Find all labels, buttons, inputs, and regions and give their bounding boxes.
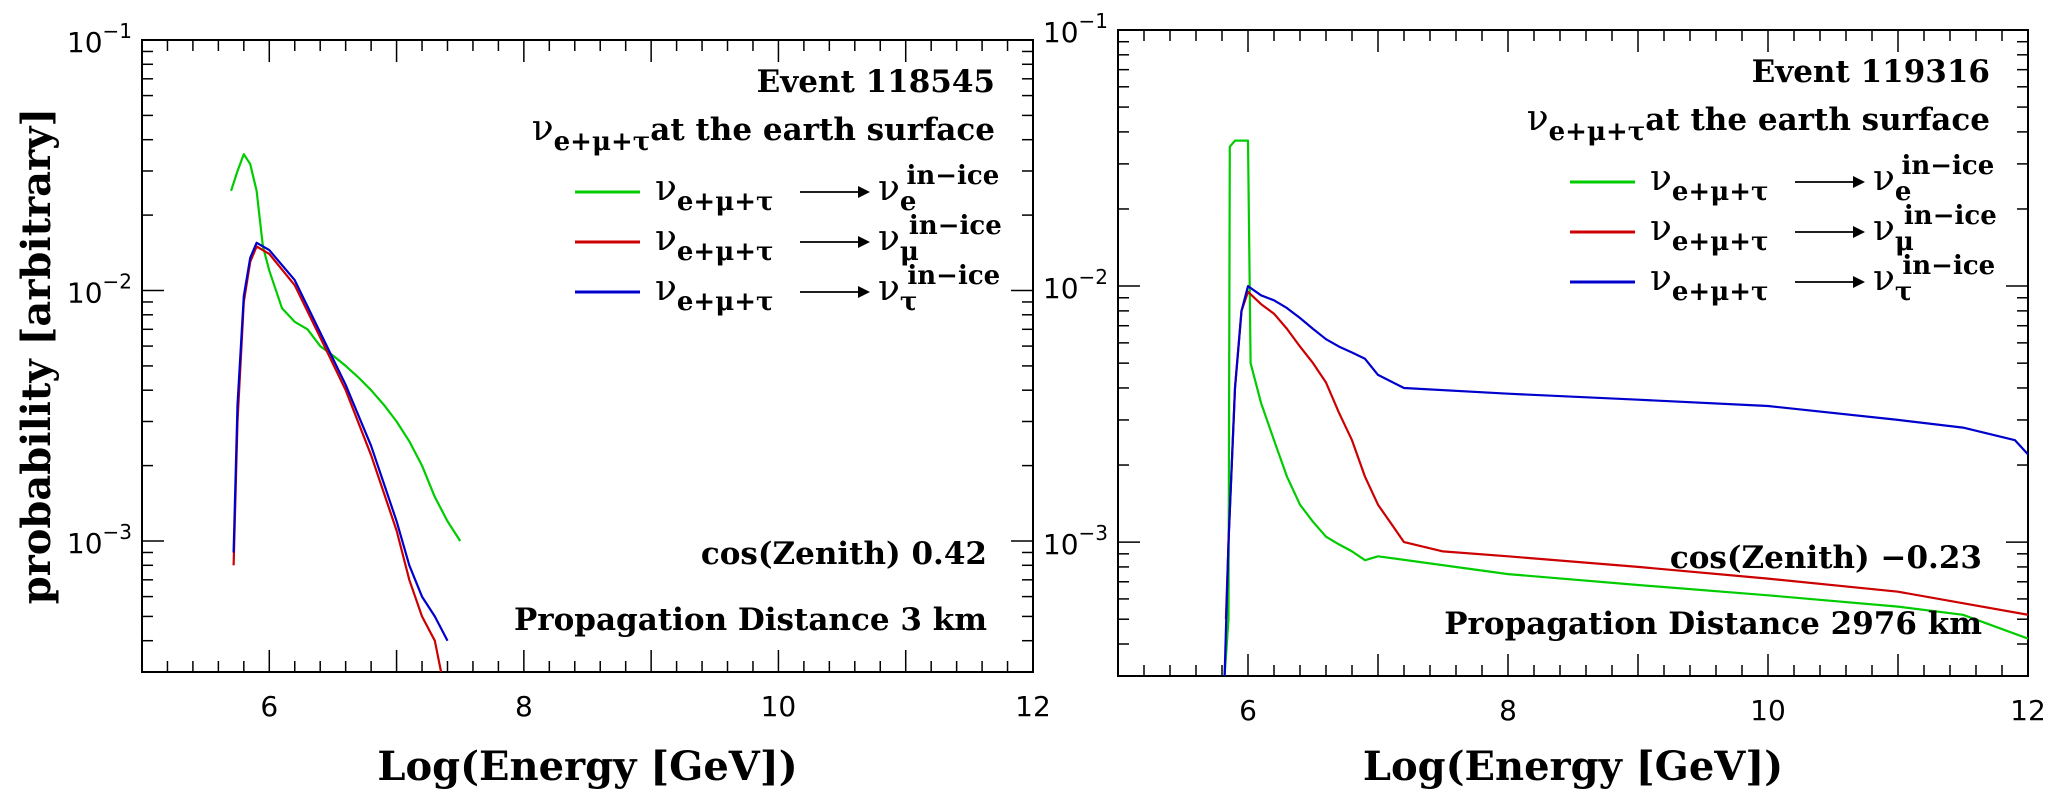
x-tick-label: 8	[1499, 694, 1517, 727]
right-chart-panel: 6 8 10 12 10−1 10−2 10−3 Log(Energy [GeV]) Event…	[1043, 9, 2046, 790]
x-axis-label: Log(Energy [GeV])	[377, 743, 797, 790]
x-tick-label: 8	[515, 690, 533, 723]
distance-label: Propagation Distance 3 km	[514, 602, 987, 638]
y-tick-label: 10−3	[67, 520, 132, 560]
plot-frame	[141, 39, 1034, 673]
x-axis-label: Log(Energy [GeV])	[1363, 743, 1783, 790]
event-label: Event 119316	[1752, 54, 1990, 90]
series-line-μ	[232, 245, 443, 672]
series-line-τ	[232, 241, 449, 642]
legend-to-label: ντin−ice	[878, 261, 1000, 317]
y-axis-label: probability [arbitrary]	[13, 108, 60, 605]
legend-to-label: νμin−ice	[1873, 201, 1997, 257]
zenith-label: cos(Zenith) −0.23	[1670, 540, 1982, 576]
x-tick-label: 12	[1015, 690, 1051, 723]
y-tick-label: 10−2	[67, 270, 132, 310]
legend-arrow-head	[1853, 276, 1865, 288]
legend-arrow-head	[1853, 226, 1865, 238]
legend-to-label: νein−ice	[1873, 151, 1994, 207]
surface-label: νe+μ+τat the earth surface	[532, 108, 995, 157]
legend-arrow-head	[858, 236, 870, 248]
series-group	[1223, 139, 2028, 676]
y-tick-label: 10−1	[67, 19, 132, 59]
legend-from-label: νe+μ+τ	[1650, 258, 1769, 307]
distance-label: Propagation Distance 2976 km	[1444, 606, 1982, 642]
x-tick-label: 12	[2010, 694, 2046, 727]
legend-arrow-head	[858, 186, 870, 198]
legend-from-label: νe+μ+τ	[1650, 158, 1769, 207]
legend-arrow-head	[858, 286, 870, 298]
y-tick-label: 10−1	[1043, 9, 1108, 49]
legend-to-label: νμin−ice	[878, 211, 1002, 267]
legend-from-label: νe+μ+τ	[655, 268, 774, 317]
x-tick-label: 10	[1750, 694, 1786, 727]
legend-arrow-head	[1853, 176, 1865, 188]
surface-label: νe+μ+τat the earth surface	[1527, 98, 1990, 147]
legend-from-label: νe+μ+τ	[1650, 208, 1769, 257]
legend-from-label: νe+μ+τ	[655, 218, 774, 267]
x-tick-label: 6	[1239, 694, 1257, 727]
series-group	[230, 153, 462, 672]
x-tick-label: 6	[260, 690, 278, 723]
plot-frame	[1117, 29, 2029, 677]
y-tick-label: 10−2	[1043, 265, 1108, 305]
legend-to-label: ντin−ice	[1873, 251, 1995, 307]
legend-from-label: νe+μ+τ	[655, 168, 774, 217]
left-chart-panel: 6 8 10 12 10−1 10−2 10−3 Log(Energy [GeV]) proba…	[13, 19, 1051, 790]
series-line-e	[230, 153, 462, 542]
legend-to-label: νein−ice	[878, 161, 999, 217]
series-line-e	[1223, 139, 2028, 676]
x-tick-label: 10	[761, 690, 797, 723]
zenith-label: cos(Zenith) 0.42	[701, 536, 987, 572]
event-label: Event 118545	[757, 64, 995, 100]
y-tick-label: 10−3	[1043, 521, 1108, 561]
series-line-τ	[1223, 285, 2028, 676]
